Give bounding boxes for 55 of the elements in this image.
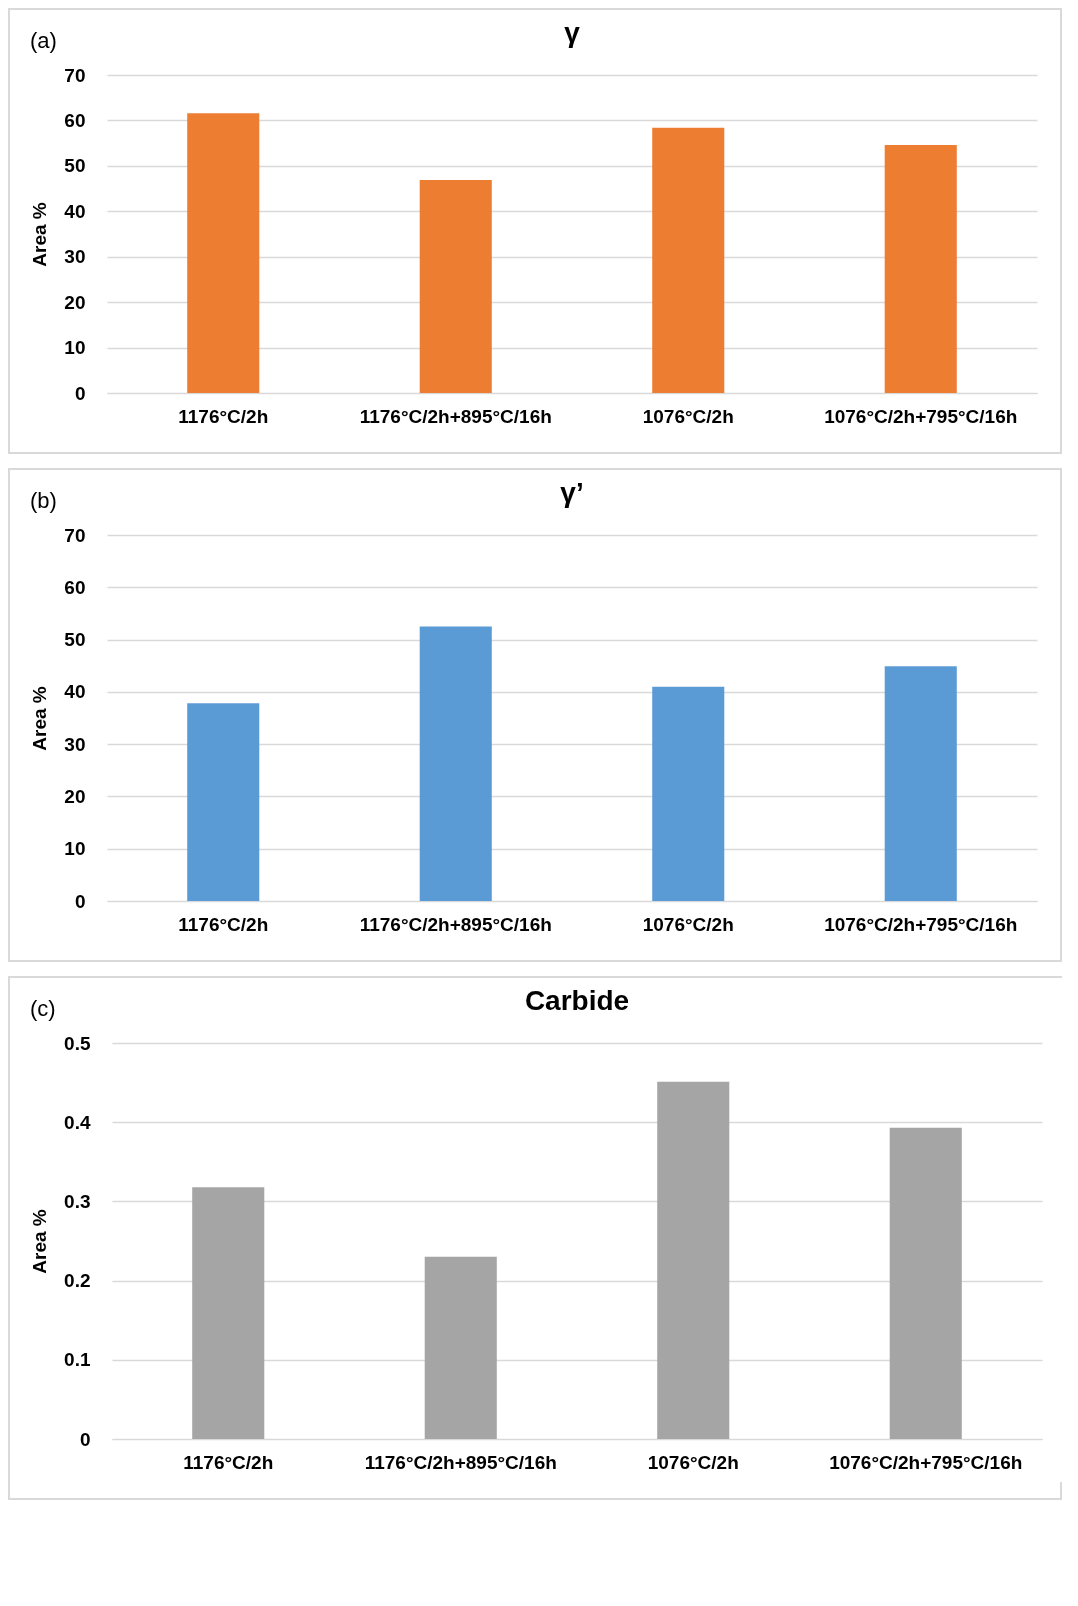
x-tick-label: 1176°C/2h bbox=[178, 913, 269, 935]
y-tick-label: 20 bbox=[64, 785, 86, 807]
x-tick-label: 1076°C/2h bbox=[642, 405, 734, 427]
y-tick-label: 0 bbox=[79, 1428, 91, 1450]
y-tick-label: 60 bbox=[64, 576, 86, 598]
x-tick-label: 1176°C/2h+895°C/16h bbox=[364, 1451, 557, 1473]
text: (c) bbox=[30, 996, 56, 1022]
bar bbox=[419, 626, 492, 901]
x-tick-label: 1176°C/2h+895°C/16h bbox=[359, 405, 552, 427]
y-tick-label: 70 bbox=[64, 64, 86, 86]
y-tick-label: 0 bbox=[74, 890, 86, 912]
y-tick-label: 0.3 bbox=[64, 1190, 91, 1212]
chart-title: Carbide bbox=[524, 985, 630, 1016]
y-tick-label: 70 bbox=[64, 524, 86, 546]
x-tick-label: 1076°C/2h bbox=[647, 1451, 739, 1473]
y-tick-label: 40 bbox=[64, 681, 86, 703]
y-tick-label: 40 bbox=[64, 200, 86, 222]
bar bbox=[652, 686, 725, 901]
y-tick-label: 10 bbox=[64, 337, 86, 359]
y-tick-label: 30 bbox=[64, 246, 86, 268]
y-tick-label: 60 bbox=[64, 109, 86, 131]
bar bbox=[187, 113, 260, 393]
y-axis-title: Area % bbox=[29, 202, 51, 267]
bar bbox=[187, 703, 260, 901]
x-tick-label: 1076°C/2h+795°C/16h bbox=[824, 405, 1018, 427]
y-tick-label: 0.1 bbox=[64, 1349, 91, 1371]
bar bbox=[657, 1081, 730, 1439]
text: (b) bbox=[30, 488, 57, 514]
y-tick-label: 0.4 bbox=[64, 1111, 91, 1133]
x-tick-label: 1076°C/2h+795°C/16h bbox=[824, 913, 1018, 935]
text: (a) bbox=[30, 28, 57, 54]
x-tick-label: 1176°C/2h bbox=[183, 1451, 274, 1473]
bar bbox=[192, 1187, 265, 1439]
x-tick-label: 1076°C/2h bbox=[642, 913, 734, 935]
y-tick-label: 10 bbox=[64, 838, 86, 860]
bar bbox=[419, 179, 492, 393]
x-tick-label: 1176°C/2h+895°C/16h bbox=[359, 913, 552, 935]
bar bbox=[884, 144, 957, 393]
y-axis-title: Area % bbox=[29, 1209, 51, 1274]
y-tick-label: 50 bbox=[64, 155, 86, 177]
x-tick-label: 1176°C/2h bbox=[178, 405, 269, 427]
y-tick-label: 0 bbox=[74, 382, 86, 404]
y-tick-label: 50 bbox=[64, 629, 86, 651]
x-tick-label: 1076°C/2h+795°C/16h bbox=[829, 1451, 1023, 1473]
chart-title: γ’ bbox=[560, 477, 584, 508]
y-axis-title: Area % bbox=[29, 686, 51, 751]
y-tick-label: 0.5 bbox=[64, 1032, 91, 1054]
bar bbox=[424, 1256, 497, 1439]
y-tick-label: 30 bbox=[64, 733, 86, 755]
bar bbox=[889, 1127, 962, 1439]
y-tick-label: 20 bbox=[64, 291, 86, 313]
chart-title: γ bbox=[564, 17, 581, 48]
bar bbox=[652, 127, 725, 393]
y-tick-label: 0.2 bbox=[64, 1270, 91, 1292]
bar bbox=[884, 666, 957, 901]
